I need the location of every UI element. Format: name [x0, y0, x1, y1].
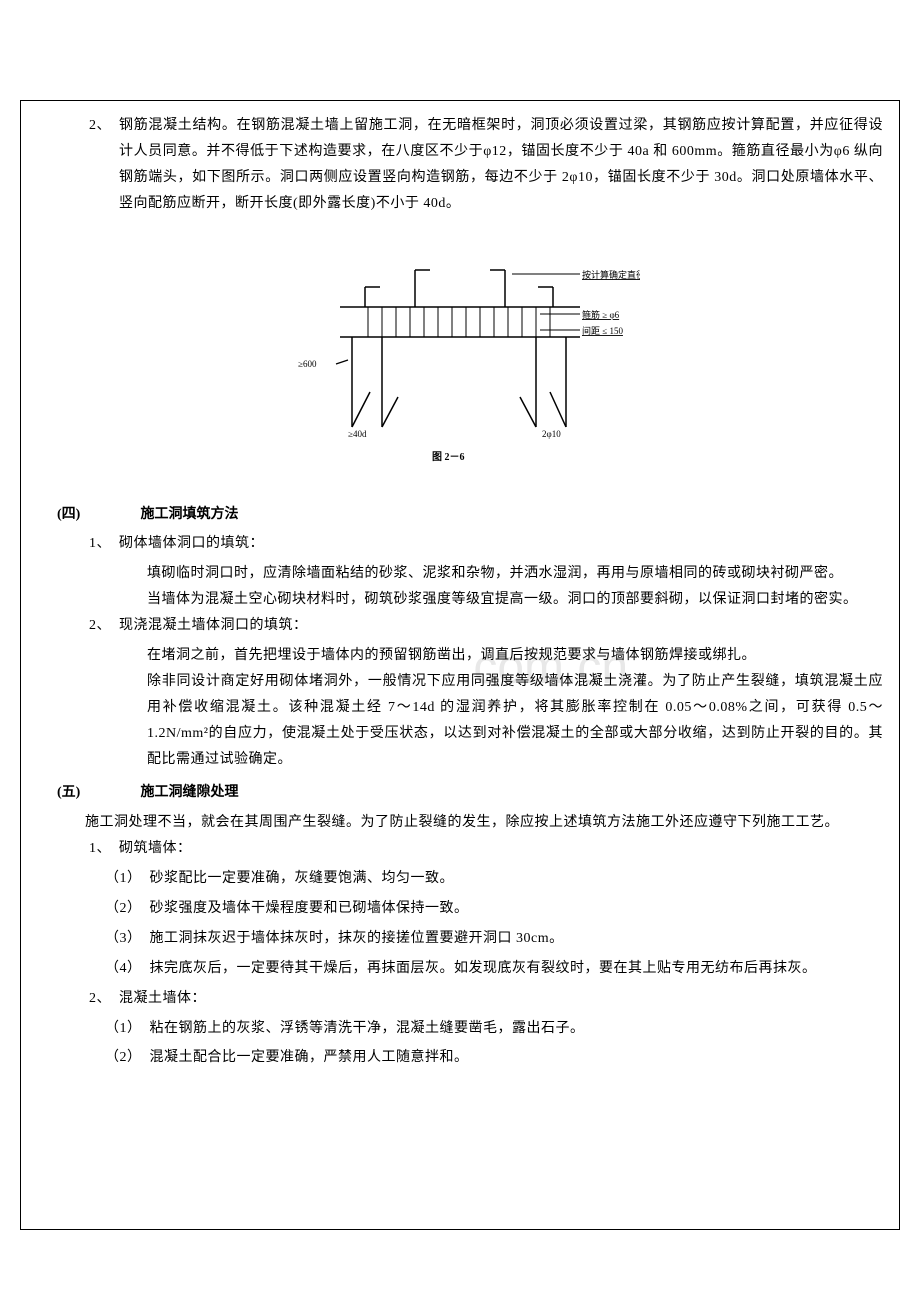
diagram-label-top: 按计算确定直径和根数 [582, 269, 640, 280]
diagram-label-left: ≥600 [298, 359, 317, 369]
sub-number: （1） [37, 866, 142, 892]
document-page: .com.cn 2、 钢筋混凝土结构。在钢筋混凝土墙上留施工洞，在无暗框架时，洞… [0, 0, 920, 1302]
section5-item1-sub3: （3） 施工洞抹灰迟于墙体抹灰时，抹灰的接搓位置要避开洞口 30cm。 [37, 926, 883, 952]
diagram-label-bottom-right: 2φ10 [542, 429, 561, 439]
item-heading: 现浇混凝土墙体洞口的填筑： [111, 613, 883, 639]
section-number: (五) [37, 780, 137, 806]
diagram-svg: 按计算确定直径和根数 箍筋 ≥ φ6 间距 ≤ 150 ≥600 ≥40d 2φ… [280, 252, 640, 472]
section-4-heading: (四) 施工洞填筑方法 [37, 502, 883, 528]
section5-item1-sub1: （1） 砂浆配比一定要准确，灰缝要饱满、均匀一致。 [37, 866, 883, 892]
sub-number: （4） [37, 956, 142, 982]
section5-item2: 2、 混凝土墙体： [37, 986, 883, 1012]
section-number: (四) [37, 502, 137, 528]
diagram-label-bottom-left: ≥40d [348, 429, 367, 439]
sub-number: （2） [37, 1045, 142, 1071]
item-heading: 砌体墙体洞口的填筑： [111, 531, 883, 557]
sub-text: 砂浆配比一定要准确，灰缝要饱满、均匀一致。 [142, 866, 884, 892]
list-item-2: 2、 钢筋混凝土结构。在钢筋混凝土墙上留施工洞，在无暗框架时，洞顶必须设置过梁，… [37, 113, 883, 217]
item-heading: 混凝土墙体： [111, 986, 883, 1012]
sub-number: （1） [37, 1016, 142, 1042]
sub-text: 抹完底灰后，一定要待其干燥后，再抹面层灰。如发现底灰有裂纹时，要在其上贴专用无纺… [142, 956, 884, 982]
section5-item1-sub2: （2） 砂浆强度及墙体干燥程度要和已砌墙体保持一致。 [37, 896, 883, 922]
sub-text: 粘在钢筋上的灰浆、浮锈等清洗干净，混凝土缝要凿毛，露出石子。 [142, 1016, 884, 1042]
section4-item2: 2、 现浇混凝土墙体洞口的填筑： [37, 613, 883, 639]
section-title: 施工洞缝隙处理 [141, 785, 239, 800]
diagram-label-mid1: 箍筋 ≥ φ6 [582, 309, 620, 320]
item-number: 2、 [37, 113, 111, 217]
section-title: 施工洞填筑方法 [141, 507, 239, 522]
section4-item1: 1、 砌体墙体洞口的填筑： [37, 531, 883, 557]
item-number: 2、 [37, 986, 111, 1012]
item-number: 2、 [37, 613, 111, 639]
sub-text: 砂浆强度及墙体干燥程度要和已砌墙体保持一致。 [142, 896, 884, 922]
content-frame: 2、 钢筋混凝土结构。在钢筋混凝土墙上留施工洞，在无暗框架时，洞顶必须设置过梁，… [20, 100, 900, 1230]
section4-item1-p2: 当墙体为混凝土空心砌块材料时，砌筑砂浆强度等级宜提高一级。洞口的顶部要斜砌，以保… [37, 587, 883, 613]
section5-item1: 1、 砌筑墙体： [37, 836, 883, 862]
section5-item1-sub4: （4） 抹完底灰后，一定要待其干燥后，再抹面层灰。如发现底灰有裂纹时，要在其上贴… [37, 956, 883, 982]
item-heading: 砌筑墙体： [111, 836, 883, 862]
diagram-caption: 图 2－6 [432, 451, 465, 463]
section5-item2-sub2: （2） 混凝土配合比一定要准确，严禁用人工随意拌和。 [37, 1045, 883, 1071]
diagram-label-mid2: 间距 ≤ 150 [582, 325, 623, 336]
diagram-figure: 按计算确定直径和根数 箍筋 ≥ φ6 间距 ≤ 150 ≥600 ≥40d 2φ… [37, 252, 883, 472]
item-body-text: 钢筋混凝土结构。在钢筋混凝土墙上留施工洞，在无暗框架时，洞顶必须设置过梁，其钢筋… [111, 113, 883, 217]
section4-item2-p2: 除非同设计商定好用砌体堵洞外，一般情况下应用同强度等级墙体混凝土浇灌。为了防止产… [37, 669, 883, 773]
sub-number: （2） [37, 896, 142, 922]
sub-text: 混凝土配合比一定要准确，严禁用人工随意拌和。 [142, 1045, 884, 1071]
item-number: 1、 [37, 531, 111, 557]
section4-item1-p1: 填砌临时洞口时，应清除墙面粘结的砂浆、泥浆和杂物，并洒水湿润，再用与原墙相同的砖… [37, 561, 883, 587]
section5-intro: 施工洞处理不当，就会在其周围产生裂缝。为了防止裂缝的发生，除应按上述填筑方法施工… [37, 810, 883, 836]
sub-text: 施工洞抹灰迟于墙体抹灰时，抹灰的接搓位置要避开洞口 30cm。 [142, 926, 884, 952]
section4-item2-p1: 在堵洞之前，首先把埋设于墙体内的预留钢筋凿出，调直后按规范要求与墙体钢筋焊接或绑… [37, 643, 883, 669]
item-number: 1、 [37, 836, 111, 862]
sub-number: （3） [37, 926, 142, 952]
section5-item2-sub1: （1） 粘在钢筋上的灰浆、浮锈等清洗干净，混凝土缝要凿毛，露出石子。 [37, 1016, 883, 1042]
section-5-heading: (五) 施工洞缝隙处理 [37, 780, 883, 806]
